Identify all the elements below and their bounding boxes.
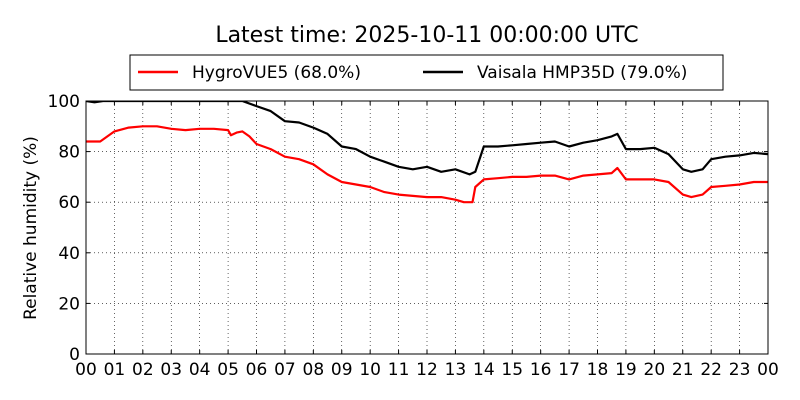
- x-tick-label: 02: [132, 360, 154, 380]
- x-tick-label: 16: [530, 360, 552, 380]
- y-tick-label: 0: [69, 345, 80, 365]
- y-tick-label: 60: [58, 193, 80, 213]
- x-tick-label: 00: [75, 360, 97, 380]
- grid: [86, 101, 768, 354]
- ticks: 00 01 02 03 04 05 06 07 08 09 10 11 12 13 14 15 16 17 18 19…: [48, 92, 779, 380]
- x-tick-label: 11: [388, 360, 410, 380]
- series-layer: [86, 101, 768, 204]
- x-tick-label: 20: [644, 360, 666, 380]
- x-tick-label: 15: [501, 360, 523, 380]
- x-tick-label: 12: [416, 360, 438, 380]
- y-axis-label: Relative humidity (%): [21, 136, 41, 320]
- x-tick-label: 08: [303, 360, 325, 380]
- y-tick-label: 100: [48, 92, 80, 112]
- x-tick-label: 14: [473, 360, 495, 380]
- x-tick-label: 17: [558, 360, 580, 380]
- legend: HygroVUE5 (68.0%) Vaisala HMP35D (79.0%): [129, 54, 724, 91]
- legend-label-vaisala: Vaisala HMP35D (79.0%): [477, 63, 687, 83]
- y-tick-label: 40: [58, 244, 80, 264]
- x-tick-label: 04: [189, 360, 211, 380]
- x-tick-label: 13: [445, 360, 467, 380]
- plot-frame: [85, 100, 769, 355]
- legend-label-hygrovue5: HygroVUE5 (68.0%): [192, 63, 361, 83]
- x-tick-label: 10: [359, 360, 381, 380]
- series-line-0: [86, 125, 768, 204]
- x-tick-label: 18: [587, 360, 609, 380]
- x-tick-label: 06: [246, 360, 268, 380]
- x-tick-label: 00: [757, 360, 779, 380]
- x-tick-label: 09: [331, 360, 353, 380]
- x-tick-label: 01: [104, 360, 126, 380]
- series-line-1: [86, 101, 768, 176]
- x-tick-label: 21: [672, 360, 694, 380]
- x-tick-label: 22: [700, 360, 722, 380]
- chart-title: Latest time: 2025-10-11 00:00:00 UTC: [215, 23, 638, 48]
- x-tick-label: 07: [274, 360, 296, 380]
- y-tick-label: 80: [58, 143, 80, 163]
- x-tick-label: 19: [615, 360, 637, 380]
- x-tick-label: 23: [729, 360, 751, 380]
- x-tick-label: 03: [160, 360, 182, 380]
- x-tick-label: 05: [217, 360, 239, 380]
- y-tick-label: 20: [58, 294, 80, 314]
